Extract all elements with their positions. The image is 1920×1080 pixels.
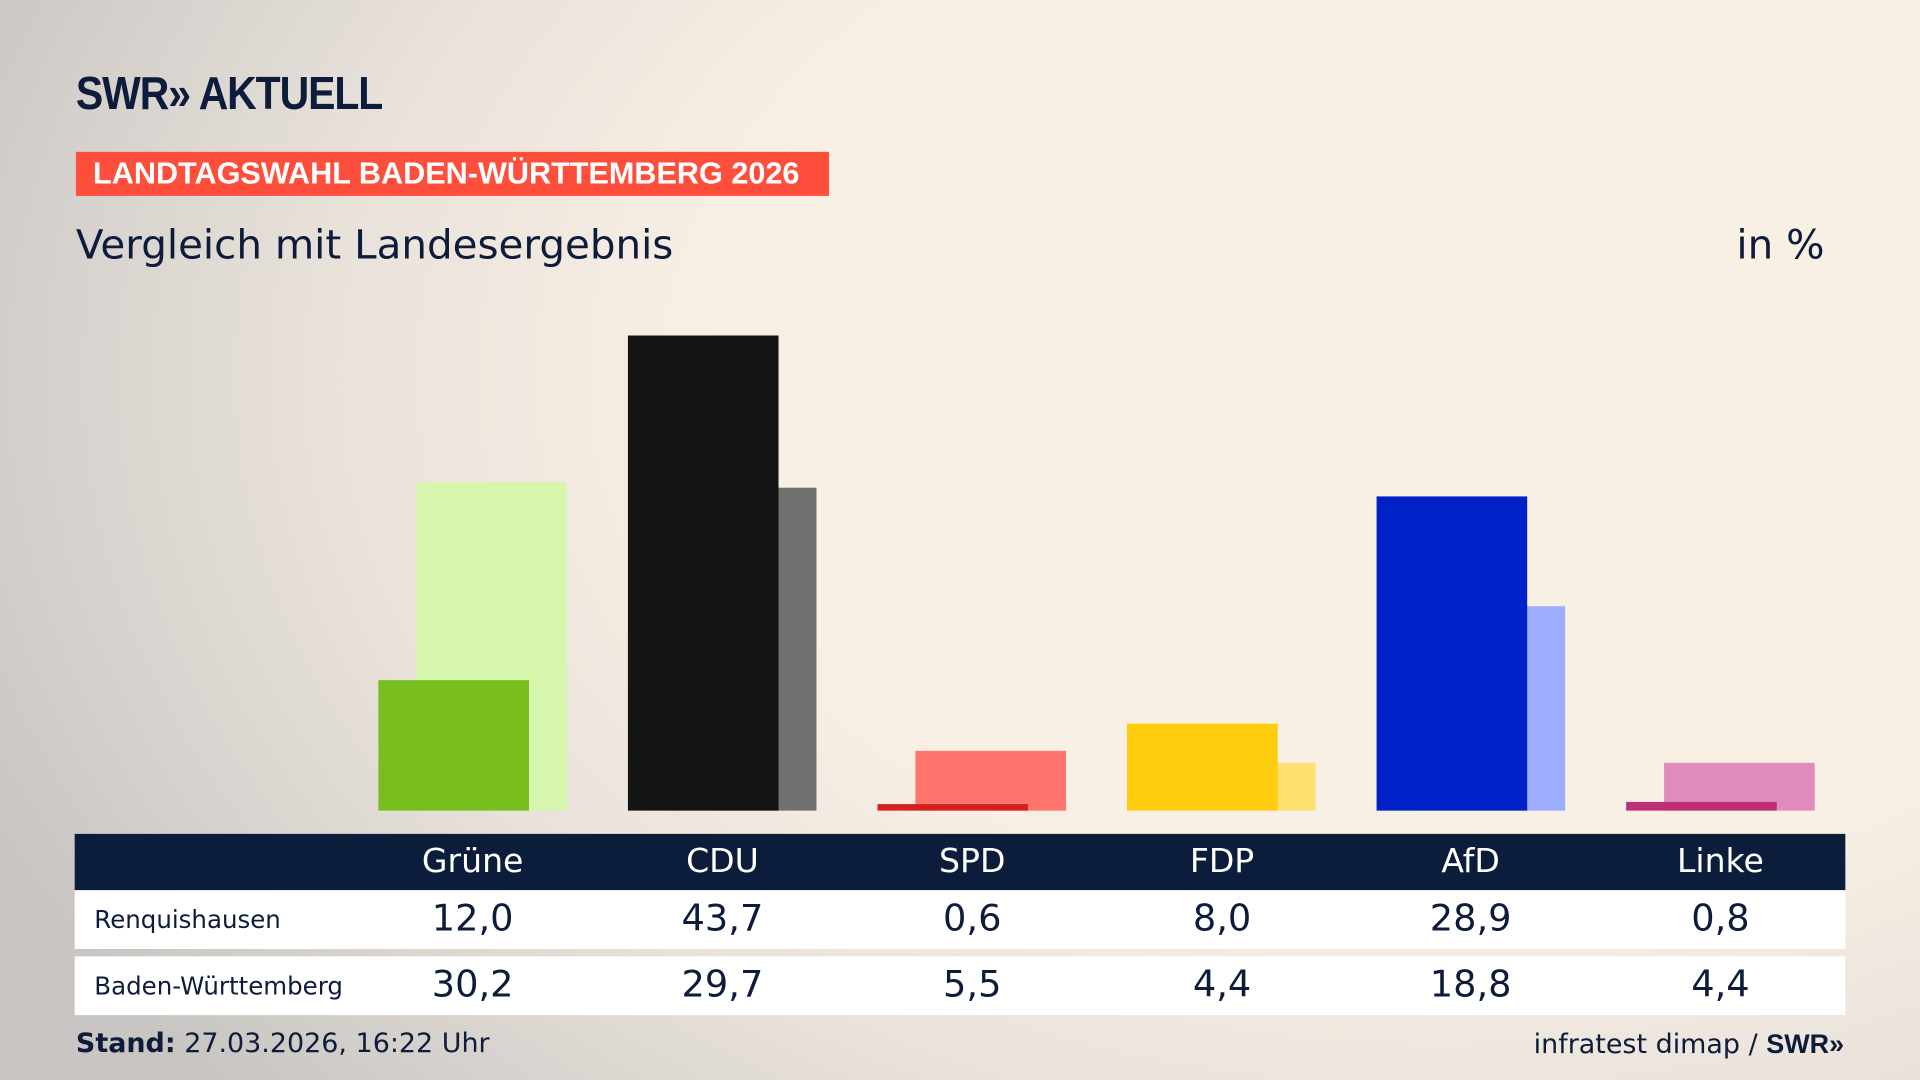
row-label: Baden-Württemberg (94, 971, 343, 1001)
bar-chart (378, 335, 1815, 811)
value-cell: 43,7 (681, 897, 764, 941)
source: infratest dimap / SWR» (1534, 1029, 1844, 1061)
value-cell: 5,5 (943, 963, 1002, 1007)
table-header: Grüne CDU SPD FDP AfD Linke (74, 833, 1846, 891)
value-cell: 30,2 (431, 963, 514, 1007)
value-cell: 28,9 (1429, 897, 1512, 941)
election-kicker: LANDTAGSWAHL BADEN-WÜRTTEMBERG 2026 (75, 151, 829, 196)
party-label: Linke (1676, 842, 1764, 881)
party-label: Grüne (421, 842, 524, 881)
bar-local-grüne (378, 680, 529, 811)
bar-local-fdp (1127, 723, 1278, 811)
value-cell: 4,4 (1192, 963, 1252, 1007)
value-cell: 4,4 (1691, 963, 1750, 1007)
swr-logo: SWR» (1766, 1028, 1845, 1060)
row-label: Renquishausen (94, 904, 281, 935)
value-cell: 0,6 (943, 897, 1002, 941)
source-separator: / (1748, 1029, 1758, 1061)
party-label: FDP (1189, 842, 1255, 881)
party-label: AfD (1441, 842, 1500, 881)
table-row: Renquishausen 12,0 43,7 0,6 8,0 28,9 0,8 (74, 890, 1846, 949)
unit-label: in % (1736, 220, 1825, 269)
chart-subtitle: Vergleich mit Landesergebnis (75, 220, 674, 269)
value-cell: 0,8 (1691, 897, 1750, 941)
swr-aktuell-logo: SWR» AKTUELL (75, 68, 383, 121)
value-cell: 29,7 (681, 963, 764, 1007)
timestamp: Stand: 27.03.2026, 16:22 Uhr (76, 1029, 490, 1060)
table-row: Baden-Württemberg 30,2 29,7 5,5 4,4 18,8… (74, 956, 1846, 1016)
stand-value: 27.03.2026, 16:22 Uhr (184, 1028, 490, 1060)
bar-local-cdu (627, 335, 779, 811)
stand-label: Stand: (75, 1028, 176, 1060)
party-label: CDU (686, 842, 759, 881)
value-cell: 12,0 (431, 897, 514, 941)
bar-local-afd (1376, 496, 1528, 811)
bar-local-linke (1626, 801, 1777, 811)
bar-state-spd (915, 750, 1067, 811)
value-cell: 18,8 (1429, 963, 1512, 1007)
value-cell: 8,0 (1192, 897, 1252, 941)
source-name: infratest dimap (1533, 1029, 1741, 1061)
party-label: SPD (939, 842, 1006, 881)
bar-local-spd (877, 804, 1029, 811)
